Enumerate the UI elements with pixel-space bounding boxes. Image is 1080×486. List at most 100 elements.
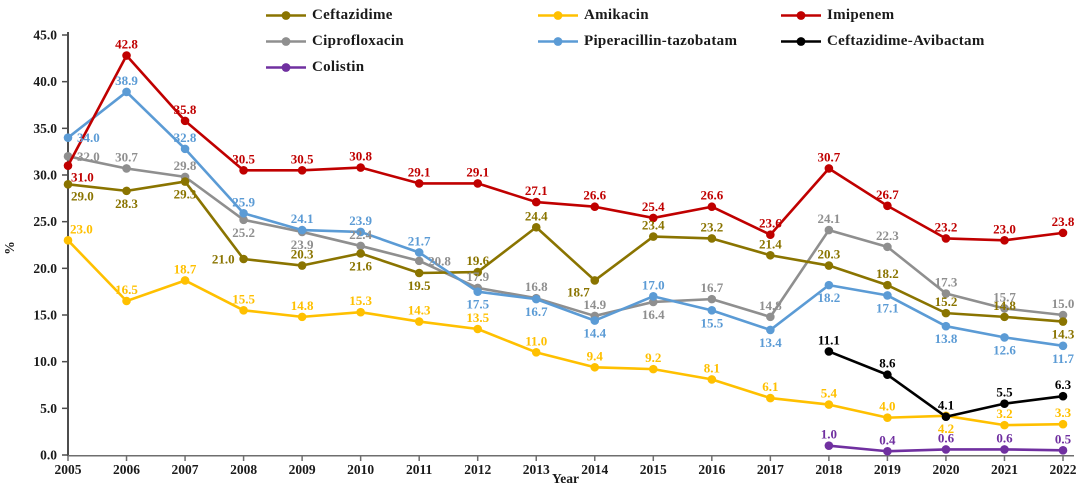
data-label-Ciprofloxacin-2014: 14.9 xyxy=(583,297,606,312)
data-label-Ceftazidime-2019: 18.2 xyxy=(876,266,899,281)
data-point-Colistin-2018 xyxy=(824,441,834,450)
data-point-Amikacin-2011 xyxy=(414,317,424,326)
series-line-Piperacillin-tazobatam xyxy=(67,90,1064,348)
data-point-Ceftazidime-2010 xyxy=(356,249,365,258)
data-point-Ceftazidime-Avibactam-2019 xyxy=(883,370,892,380)
data-label-Imipenem-2010: 30.8 xyxy=(349,149,372,164)
data-label-Ceftazidime-2011: 19.5 xyxy=(408,278,431,293)
data-point-Piperacillin-tazobatam-2005 xyxy=(63,133,73,142)
data-label-Ceftazidime-2009: 20.3 xyxy=(291,247,314,262)
data-label-Amikacin-2020: 4.2 xyxy=(938,421,954,436)
data-point-Piperacillin-tazobatam-2015 xyxy=(648,292,658,301)
data-label-Ciprofloxacin-2021: 15.7 xyxy=(993,289,1016,304)
y-axis-title: % xyxy=(2,241,17,255)
data-point-Ciprofloxacin-2006 xyxy=(122,164,131,173)
data-point-Amikacin-2022 xyxy=(1058,419,1068,429)
data-label-Amikacin-2013: 11.0 xyxy=(525,333,547,348)
data-point-Ceftazidime-2013 xyxy=(531,222,541,232)
data-label-Ceftazidime-Avibactam-2019: 8.6 xyxy=(879,356,896,371)
data-point-Imipenem-2020 xyxy=(941,234,951,243)
data-point-Piperacillin-tazobatam-2022 xyxy=(1058,341,1068,351)
data-point-Ciprofloxacin-2021 xyxy=(1000,304,1009,313)
data-label-Ceftazidime-Avibactam-2021: 5.5 xyxy=(996,385,1013,400)
data-label-Imipenem-2020: 23.2 xyxy=(935,219,958,234)
data-point-Amikacin-2012 xyxy=(473,324,483,334)
data-point-Piperacillin-tazobatam-2008 xyxy=(239,208,248,218)
data-point-Ceftazidime-2020 xyxy=(941,308,951,318)
data-label-Ciprofloxacin-2008: 25.2 xyxy=(232,225,255,240)
data-point-Ciprofloxacin-2005 xyxy=(63,152,73,161)
series-line-Amikacin xyxy=(67,239,1064,427)
data-label-Ceftazidime-Avibactam-2018: 11.1 xyxy=(818,332,840,347)
data-point-Ciprofloxacin-2008 xyxy=(239,215,248,225)
data-point-Piperacillin-tazobatam-2018 xyxy=(824,280,834,290)
data-label-Amikacin-2005: 23.0 xyxy=(70,221,93,236)
data-point-Piperacillin-tazobatam-2007 xyxy=(180,144,190,154)
data-label-Imipenem-2017: 23.6 xyxy=(759,216,782,231)
data-point-Colistin-2020 xyxy=(941,445,951,454)
series-line-Ceftazidime xyxy=(67,180,1064,323)
x-tick-label: 2016 xyxy=(698,462,725,477)
data-point-Amikacin-2018 xyxy=(824,400,834,409)
data-point-Ceftazidime-2007 xyxy=(180,177,190,186)
data-point-Imipenem-2010 xyxy=(356,163,365,172)
data-label-Ciprofloxacin-2020: 17.3 xyxy=(935,275,958,290)
data-label-Amikacin-2015: 9.2 xyxy=(645,350,661,365)
x-tick-label: 2012 xyxy=(464,462,491,477)
data-label-Ciprofloxacin-2022: 15.0 xyxy=(1052,296,1075,311)
data-label-Piperacillin-tazobatam-2015: 17.0 xyxy=(642,277,665,292)
x-tick-label: 2017 xyxy=(757,462,784,477)
data-point-Amikacin-2007 xyxy=(180,276,190,285)
y-tick-label: 10.0 xyxy=(33,354,57,369)
data-point-Colistin-2019 xyxy=(883,446,892,456)
data-point-Imipenem-2009 xyxy=(297,166,307,175)
x-tick-label: 2005 xyxy=(55,462,82,477)
data-point-Piperacillin-tazobatam-2013 xyxy=(531,294,541,304)
data-point-Colistin-2021 xyxy=(1000,445,1009,454)
data-label-Ceftazidime-2018: 20.3 xyxy=(818,247,841,262)
data-label-Imipenem-2018: 30.7 xyxy=(818,149,841,164)
data-point-Imipenem-2005 xyxy=(63,161,73,170)
data-label-Colistin-2018: 1.0 xyxy=(821,427,837,442)
data-label-Ciprofloxacin-2016: 16.7 xyxy=(700,280,723,295)
data-label-Piperacillin-tazobatam-2022: 11.7 xyxy=(1052,351,1075,366)
y-tick-label: 15.0 xyxy=(33,308,57,323)
data-label-Ceftazidime-2007: 29.3 xyxy=(174,187,197,202)
data-label-Ceftazidime-2008: 21.0 xyxy=(212,252,235,267)
data-point-Ciprofloxacin-2020 xyxy=(941,289,951,298)
x-tick-label: 2018 xyxy=(815,462,842,477)
data-label-Ciprofloxacin-2009: 23.9 xyxy=(291,237,314,252)
data-label-Ciprofloxacin-2012: 17.9 xyxy=(466,269,489,284)
data-label-Amikacin-2010: 15.3 xyxy=(349,293,372,308)
data-label-Amikacin-2017: 6.1 xyxy=(762,379,778,394)
x-axis-title: Year xyxy=(552,471,579,486)
data-point-Ceftazidime-2015 xyxy=(648,232,658,241)
y-tick-label: 0.0 xyxy=(40,448,57,463)
data-point-Ceftazidime-2018 xyxy=(824,261,834,270)
data-point-Ceftazidime-Avibactam-2021 xyxy=(1000,399,1009,408)
data-label-Amikacin-2008: 15.5 xyxy=(232,291,255,306)
data-point-Ceftazidime-Avibactam-2020 xyxy=(941,412,951,422)
data-label-Ceftazidime-2015: 23.4 xyxy=(642,218,665,233)
data-point-Amikacin-2013 xyxy=(531,348,541,357)
data-point-Ceftazidime-2012 xyxy=(473,267,483,277)
data-point-Piperacillin-tazobatam-2012 xyxy=(473,287,483,296)
x-tick-label: 2013 xyxy=(523,462,550,477)
data-point-Ceftazidime-2021 xyxy=(1000,312,1009,322)
data-label-Piperacillin-tazobatam-2014: 14.4 xyxy=(583,326,606,341)
series-line-Ciprofloxacin xyxy=(67,155,1064,319)
data-label-Piperacillin-tazobatam-2007: 32.8 xyxy=(174,130,197,145)
data-point-Piperacillin-tazobatam-2017 xyxy=(766,325,775,335)
data-point-Amikacin-2005 xyxy=(63,236,73,245)
data-label-Imipenem-2011: 29.1 xyxy=(408,164,431,179)
data-point-Amikacin-2021 xyxy=(1000,420,1009,430)
data-label-Piperacillin-tazobatam-2005: 34.0 xyxy=(77,130,100,145)
data-label-Piperacillin-tazobatam-2009: 24.1 xyxy=(291,211,314,226)
data-point-Amikacin-2014 xyxy=(590,362,600,372)
data-label-Imipenem-2007: 35.8 xyxy=(174,102,197,117)
data-point-Colistin-2022 xyxy=(1058,446,1068,455)
data-point-Ciprofloxacin-2016 xyxy=(707,294,717,304)
data-point-Imipenem-2018 xyxy=(824,164,834,173)
series-Colistin xyxy=(824,441,1068,456)
